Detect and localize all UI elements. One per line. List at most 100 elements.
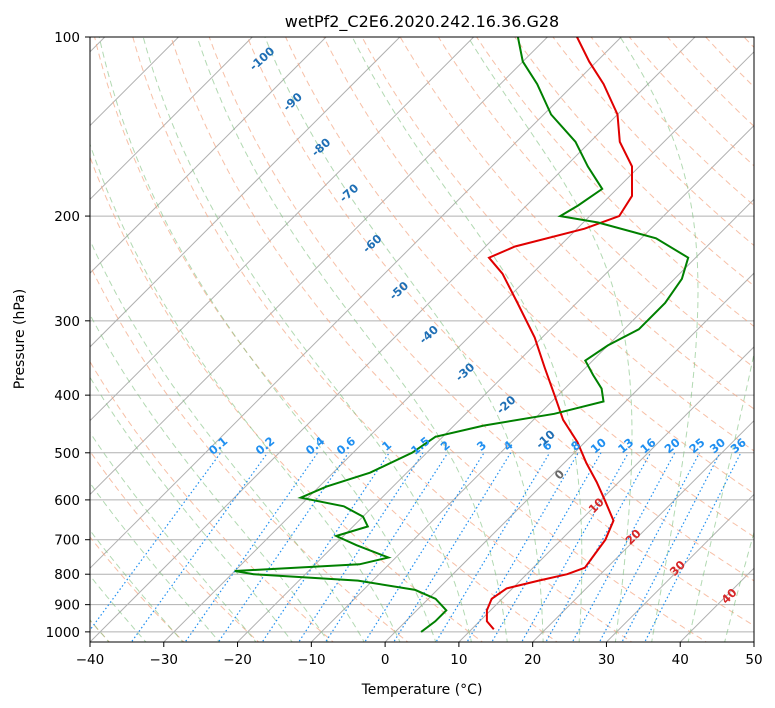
dry-adiabat-line	[666, 37, 754, 127]
isotherm-line	[90, 37, 254, 201]
dry-adiabat-line	[90, 155, 484, 642]
mixing-ratio-line	[184, 452, 319, 642]
y-tick-label: 600	[54, 493, 80, 509]
y-tick-label: 400	[54, 388, 80, 404]
isotherm-line	[90, 37, 549, 496]
mixing-ratio-line	[364, 452, 485, 642]
x-tick-label: −10	[297, 652, 326, 668]
dry-adiabat-line	[743, 37, 754, 49]
moist-adiabat-line	[90, 575, 147, 642]
x-tick-label: 0	[381, 652, 390, 668]
background-lines	[0, 10, 754, 657]
isotherm-line	[531, 419, 754, 642]
dry-adiabat-line	[361, 37, 754, 452]
dry-adiabat-line	[208, 37, 754, 627]
dry-adiabat-line	[705, 37, 754, 88]
moist-adiabat-line	[264, 37, 544, 642]
moist-adiabat-line	[467, 37, 633, 642]
dry-adiabat-line	[94, 37, 558, 642]
mixing-ratio-line	[491, 452, 602, 642]
dry-adiabat-line	[323, 37, 754, 495]
moist-adiabat-label: 30	[667, 558, 688, 579]
dry-adiabat-line	[246, 37, 754, 582]
dry-adiabat-label: -30	[453, 360, 478, 384]
dewpoint-line	[234, 37, 690, 633]
mixing-ratio-line	[130, 452, 269, 642]
isotherm-line	[753, 641, 754, 642]
moist-adiabat-line	[98, 37, 437, 642]
mixing-ratio-line	[644, 452, 742, 642]
y-tick-label: 900	[54, 598, 80, 614]
x-tick-label: 20	[524, 652, 541, 668]
moist-adiabat-line	[90, 431, 257, 642]
mixing-ratio-line	[545, 452, 651, 642]
data-series	[234, 37, 690, 633]
isotherm-line	[90, 37, 327, 274]
dry-adiabat-label: -80	[308, 135, 333, 159]
moist-adiabat-line	[90, 529, 184, 642]
moist-adiabat-line	[351, 37, 583, 642]
mixing-ratio-line	[466, 452, 579, 642]
dry-adiabat-line	[399, 37, 754, 410]
moist-adiabat-line	[142, 37, 472, 642]
temperature-line	[485, 37, 633, 630]
dry-adiabat-line	[90, 450, 260, 642]
y-tick-label: 1000	[46, 625, 80, 641]
x-axis-label: Temperature (°C)	[361, 682, 483, 698]
y-tick-label: 500	[54, 446, 80, 462]
x-tick-label: −40	[76, 652, 105, 668]
dry-adiabat-label: -90	[280, 90, 305, 114]
y-tick-label: 100	[54, 30, 80, 46]
dry-adiabat-label: -70	[337, 181, 362, 205]
moist-adiabat-line	[619, 37, 699, 642]
dry-adiabat-line	[552, 37, 754, 247]
plot-frame	[89, 36, 755, 643]
moist-adiabat-line	[687, 351, 754, 642]
isotherm-line	[236, 124, 754, 642]
isotherm-line	[310, 198, 754, 642]
dry-adiabat-line	[90, 360, 335, 642]
mixing-ratio-line	[392, 452, 512, 642]
dry-adiabat-line	[132, 37, 633, 642]
isotherm-line	[384, 272, 754, 642]
x-tick-label: −30	[150, 652, 179, 668]
moist-adiabat-line	[90, 313, 329, 642]
dry-adiabat-line	[437, 37, 754, 368]
x-tick-label: −20	[223, 652, 252, 668]
dry-adiabat-line	[90, 264, 409, 642]
moist-adiabat-line	[196, 37, 508, 642]
mixing-ratio-line	[261, 452, 390, 642]
mixing-ratio-line	[90, 452, 222, 632]
mixing-ratio-label: 1.5	[408, 434, 433, 458]
x-tick-label: 40	[672, 652, 689, 668]
moist-adiabat-label: 0	[552, 467, 568, 483]
moist-adiabat-line	[90, 142, 401, 642]
x-axis-ticks: −40 −30 −20 −10 0 10 20 30 40 50	[76, 642, 763, 668]
moist-adiabat-line	[90, 239, 365, 642]
dry-adiabat-label: -100	[247, 44, 278, 74]
y-tick-label: 300	[54, 314, 80, 330]
y-tick-label: 800	[54, 567, 80, 583]
dry-adiabat-label: -60	[360, 231, 385, 255]
moist-adiabat-label: 40	[718, 585, 739, 606]
x-tick-label: 10	[450, 652, 467, 668]
isotherm-line	[90, 37, 696, 642]
mixing-ratio-line	[217, 452, 349, 642]
x-tick-label: 30	[598, 652, 615, 668]
x-tick-label: 50	[745, 652, 762, 668]
isotherm-line	[458, 346, 754, 642]
mixing-ratio-label: 0.6	[334, 434, 359, 458]
dry-adiabat-line	[285, 37, 754, 538]
isotherm-line	[90, 37, 475, 422]
dry-adiabat-label: -50	[386, 278, 411, 302]
chart-title: wetPf2_C2E6.2020.242.16.36.G28	[285, 12, 559, 32]
isotherm-line	[0, 10, 58, 657]
mixing-ratio-label: 0.1	[206, 434, 231, 458]
moist-adiabat-line	[90, 482, 221, 642]
mixing-ratio-label: 0.4	[303, 434, 328, 458]
mixing-ratio-line	[598, 452, 701, 642]
y-tick-label: 200	[54, 209, 80, 225]
y-axis-label: Pressure (hPa)	[12, 289, 28, 389]
isotherm-line	[90, 37, 622, 569]
